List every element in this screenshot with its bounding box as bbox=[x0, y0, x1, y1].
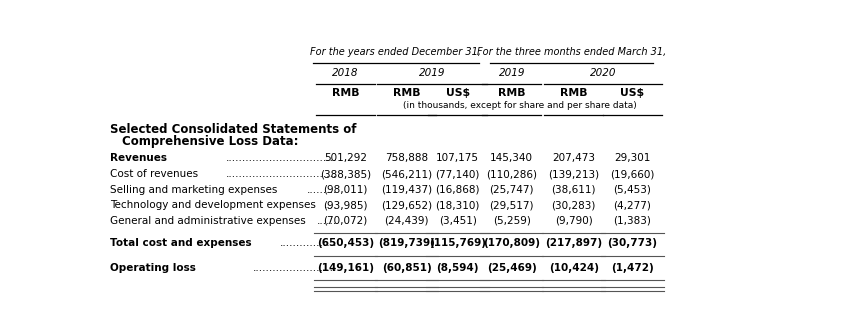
Text: (5,259): (5,259) bbox=[493, 216, 530, 226]
Text: (77,140): (77,140) bbox=[435, 169, 480, 179]
Text: 501,292: 501,292 bbox=[324, 153, 367, 163]
Text: .................................: ................................. bbox=[226, 169, 337, 179]
Text: (30,773): (30,773) bbox=[608, 239, 658, 248]
Text: (546,211): (546,211) bbox=[381, 169, 432, 179]
Text: ......: ...... bbox=[317, 216, 337, 226]
Text: (3,451): (3,451) bbox=[439, 216, 477, 226]
Text: .................................: ................................. bbox=[226, 153, 337, 163]
Text: (110,286): (110,286) bbox=[487, 169, 537, 179]
Text: RMB: RMB bbox=[393, 88, 420, 98]
Text: (388,385): (388,385) bbox=[320, 169, 371, 179]
Text: (93,985): (93,985) bbox=[323, 200, 368, 210]
Text: RMB: RMB bbox=[332, 88, 360, 98]
Text: 2018: 2018 bbox=[332, 68, 359, 78]
Text: (in thousands, except for share and per share data): (in thousands, except for share and per … bbox=[402, 101, 637, 110]
Text: For the years ended December 31,: For the years ended December 31, bbox=[310, 47, 481, 57]
Text: Total cost and expenses: Total cost and expenses bbox=[110, 239, 252, 248]
Text: (10,424): (10,424) bbox=[549, 263, 599, 273]
Text: (1,383): (1,383) bbox=[614, 216, 652, 226]
Text: Selling and marketing expenses: Selling and marketing expenses bbox=[110, 185, 278, 195]
Text: 2020: 2020 bbox=[590, 68, 616, 78]
Text: (9,790): (9,790) bbox=[555, 216, 593, 226]
Text: .........: ......... bbox=[306, 185, 337, 195]
Text: (1,472): (1,472) bbox=[611, 263, 654, 273]
Text: US$: US$ bbox=[445, 88, 470, 98]
Text: General and administrative expenses: General and administrative expenses bbox=[110, 216, 306, 226]
Text: (139,213): (139,213) bbox=[548, 169, 600, 179]
Text: 29,301: 29,301 bbox=[615, 153, 651, 163]
Text: (8,594): (8,594) bbox=[436, 263, 479, 273]
Text: Comprehensive Loss Data:: Comprehensive Loss Data: bbox=[122, 135, 299, 148]
Text: (30,283): (30,283) bbox=[552, 200, 596, 210]
Text: Operating loss: Operating loss bbox=[110, 263, 196, 273]
Text: .........................: ......................... bbox=[253, 263, 337, 273]
Text: (24,439): (24,439) bbox=[385, 216, 429, 226]
Text: Cost of revenues: Cost of revenues bbox=[110, 169, 199, 179]
Text: (18,310): (18,310) bbox=[435, 200, 480, 210]
Text: 758,888: 758,888 bbox=[385, 153, 429, 163]
Text: 2019: 2019 bbox=[419, 68, 445, 78]
Text: 107,175: 107,175 bbox=[436, 153, 479, 163]
Text: (70,072): (70,072) bbox=[323, 216, 367, 226]
Text: For the three months ended March 31,: For the three months ended March 31, bbox=[477, 47, 667, 57]
Text: (819,739): (819,739) bbox=[378, 239, 435, 248]
Text: (5,453): (5,453) bbox=[614, 185, 652, 195]
Text: (149,161): (149,161) bbox=[317, 263, 374, 273]
Text: (60,851): (60,851) bbox=[382, 263, 432, 273]
Text: (119,437): (119,437) bbox=[381, 185, 432, 195]
Text: Selected Consolidated Statements of: Selected Consolidated Statements of bbox=[110, 123, 357, 136]
Text: Revenues: Revenues bbox=[110, 153, 168, 163]
Text: (19,660): (19,660) bbox=[610, 169, 655, 179]
Text: (129,652): (129,652) bbox=[381, 200, 432, 210]
Text: (4,277): (4,277) bbox=[614, 200, 652, 210]
Text: (170,809): (170,809) bbox=[483, 239, 541, 248]
Text: 207,473: 207,473 bbox=[552, 153, 595, 163]
Text: Technology and development expenses: Technology and development expenses bbox=[110, 200, 317, 210]
Text: (25,747): (25,747) bbox=[489, 185, 534, 195]
Text: RMB: RMB bbox=[560, 88, 588, 98]
Text: .................: ................. bbox=[280, 239, 337, 248]
Text: (217,897): (217,897) bbox=[546, 239, 602, 248]
Text: RMB: RMB bbox=[498, 88, 525, 98]
Text: 145,340: 145,340 bbox=[490, 153, 533, 163]
Text: (25,469): (25,469) bbox=[487, 263, 536, 273]
Text: (38,611): (38,611) bbox=[552, 185, 596, 195]
Text: (115,769): (115,769) bbox=[429, 239, 486, 248]
Text: 2019: 2019 bbox=[498, 68, 525, 78]
Text: (98,011): (98,011) bbox=[323, 185, 368, 195]
Text: US$: US$ bbox=[621, 88, 645, 98]
Text: (650,453): (650,453) bbox=[317, 239, 374, 248]
Text: (16,868): (16,868) bbox=[435, 185, 480, 195]
Text: ....: .... bbox=[323, 200, 337, 210]
Text: (29,517): (29,517) bbox=[489, 200, 534, 210]
